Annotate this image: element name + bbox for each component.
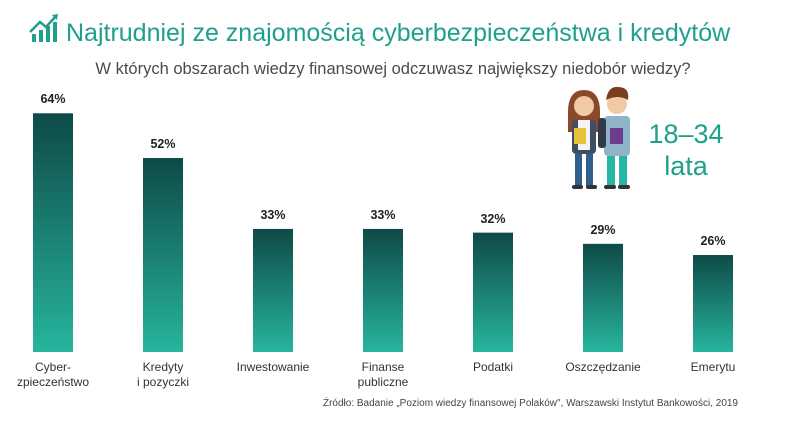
x-tick-label: Cyber- zpieczeństwo: [16, 360, 90, 389]
bar: [583, 243, 623, 352]
value-label: 33%: [260, 207, 286, 222]
title-icon: [29, 14, 58, 42]
x-tick-label: Podatki: [472, 360, 514, 374]
students-illustration: [568, 86, 630, 189]
x-tick-label: Finanse publiczne: [357, 360, 409, 389]
chart-title: Najtrudniej ze znajomością cyberbezpiecz…: [66, 19, 731, 47]
age-label: 18–34 lata: [648, 119, 724, 181]
x-tick-label: Inwestowanie: [236, 360, 310, 374]
value-label: 52%: [150, 137, 176, 152]
bar: [693, 255, 733, 352]
value-label: 33%: [370, 207, 396, 222]
x-tick-label: Kredyty i pozyczki: [136, 360, 189, 389]
value-label: 32%: [480, 211, 506, 226]
chart-subtitle: W których obszarach wiedzy finansowej od…: [95, 60, 691, 78]
value-label: 64%: [40, 92, 66, 107]
value-label: 26%: [700, 234, 726, 249]
bar: [363, 228, 403, 352]
bar: [33, 113, 73, 352]
x-tick-label: Emerytu: [690, 360, 736, 374]
source-note: Źródło: Badanie „Poziom wiedzy finansowe…: [322, 398, 738, 409]
value-label: 29%: [590, 222, 616, 237]
bar: [143, 158, 183, 352]
bar: [253, 228, 293, 352]
x-tick-label: Oszczędzanie: [565, 360, 641, 374]
bar: [473, 232, 513, 352]
